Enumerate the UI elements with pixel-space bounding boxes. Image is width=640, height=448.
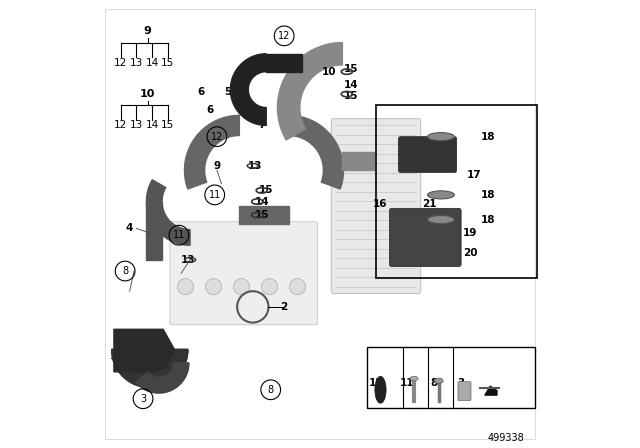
Polygon shape (239, 206, 289, 224)
Text: 15: 15 (344, 91, 358, 101)
Text: 3: 3 (140, 394, 146, 404)
Text: 10: 10 (322, 67, 336, 77)
Text: 17: 17 (467, 170, 482, 180)
Text: 12: 12 (369, 378, 383, 388)
Polygon shape (147, 202, 162, 260)
Text: 14: 14 (145, 58, 159, 68)
FancyBboxPatch shape (398, 137, 457, 172)
Text: 18: 18 (481, 190, 495, 200)
Text: 13: 13 (248, 161, 262, 171)
Polygon shape (114, 329, 174, 372)
Text: 12: 12 (114, 58, 127, 68)
Text: 13: 13 (130, 58, 143, 68)
Polygon shape (112, 349, 188, 388)
Text: 9: 9 (143, 26, 152, 36)
Circle shape (262, 279, 278, 295)
Text: 12: 12 (211, 132, 223, 142)
Text: 14: 14 (344, 80, 358, 90)
Text: 1: 1 (110, 351, 118, 361)
Circle shape (289, 279, 306, 295)
Ellipse shape (410, 376, 418, 381)
Text: 499338: 499338 (487, 433, 524, 443)
Text: 11: 11 (209, 190, 221, 200)
Text: 3: 3 (458, 378, 465, 388)
Polygon shape (278, 43, 342, 140)
Text: 18: 18 (481, 215, 495, 224)
Text: 12: 12 (114, 121, 127, 130)
Ellipse shape (375, 376, 386, 403)
Text: 21: 21 (422, 199, 437, 209)
Text: 4: 4 (126, 224, 133, 233)
FancyBboxPatch shape (389, 208, 461, 267)
Text: 15: 15 (255, 210, 269, 220)
Text: 18: 18 (481, 132, 495, 142)
Polygon shape (230, 54, 266, 125)
Text: 19: 19 (463, 228, 477, 238)
Text: 14: 14 (255, 197, 269, 207)
Polygon shape (136, 363, 189, 393)
Text: 16: 16 (373, 199, 388, 209)
Polygon shape (485, 386, 497, 395)
Text: 9: 9 (213, 161, 221, 171)
FancyBboxPatch shape (458, 382, 471, 401)
Circle shape (177, 279, 194, 295)
Text: 8: 8 (431, 378, 438, 388)
Text: 6: 6 (198, 87, 205, 97)
Text: 10: 10 (140, 89, 156, 99)
Polygon shape (266, 54, 302, 72)
Text: 14: 14 (145, 121, 159, 130)
Text: 20: 20 (463, 248, 477, 258)
FancyBboxPatch shape (170, 222, 317, 325)
Polygon shape (112, 349, 188, 388)
Polygon shape (342, 152, 374, 170)
Polygon shape (289, 116, 344, 189)
Polygon shape (147, 180, 190, 246)
Ellipse shape (428, 215, 454, 224)
Polygon shape (184, 116, 239, 189)
Text: 2: 2 (280, 302, 288, 312)
Ellipse shape (435, 378, 444, 383)
Text: 15: 15 (161, 121, 174, 130)
Text: 8: 8 (122, 266, 128, 276)
Text: 11: 11 (173, 230, 185, 240)
Circle shape (234, 279, 250, 295)
Ellipse shape (428, 191, 454, 199)
Text: 13: 13 (130, 121, 143, 130)
Text: 11: 11 (400, 378, 415, 388)
Text: 15: 15 (259, 185, 273, 195)
FancyBboxPatch shape (332, 119, 421, 293)
Text: 12: 12 (278, 31, 291, 41)
Text: 15: 15 (161, 58, 174, 68)
Circle shape (205, 279, 221, 295)
Text: 6: 6 (207, 105, 214, 115)
Text: 13: 13 (180, 255, 195, 265)
Text: 15: 15 (344, 65, 358, 74)
Text: 7: 7 (258, 121, 266, 130)
Text: 5: 5 (225, 87, 232, 97)
Text: 8: 8 (268, 385, 274, 395)
Ellipse shape (428, 133, 454, 141)
